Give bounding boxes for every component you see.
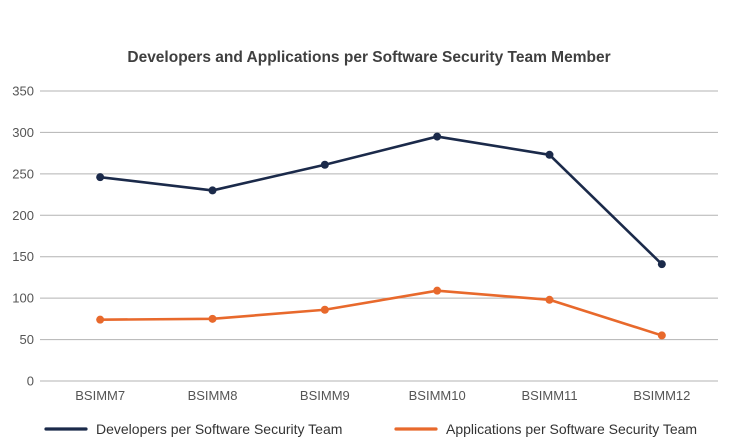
data-point (96, 315, 105, 324)
y-tick-label: 50 (20, 332, 34, 347)
legend: Developers per Software Security Team App… (44, 421, 697, 437)
y-tick-label: 100 (12, 291, 34, 306)
series-line (98, 135, 664, 266)
data-point (545, 150, 554, 159)
legend-label: Developers per Software Security Team (96, 421, 342, 437)
x-tick-label: BSIMM10 (409, 388, 466, 403)
data-point (208, 186, 217, 195)
chart-title: Developers and Applications per Software… (127, 49, 610, 66)
x-tick-label: BSIMM8 (188, 388, 238, 403)
series-1 (96, 132, 666, 269)
data-point (320, 305, 329, 314)
gridlines (40, 90, 718, 382)
data-point (657, 260, 666, 269)
data-point (433, 286, 442, 295)
y-tick-label: 250 (12, 166, 34, 181)
x-tick-label: BSIMM9 (300, 388, 350, 403)
y-tick-label: 350 (12, 84, 34, 99)
x-tick-label: BSIMM12 (633, 388, 690, 403)
series-2 (96, 286, 666, 340)
y-tick-label: 200 (12, 208, 34, 223)
y-tick-label: 150 (12, 249, 34, 264)
data-point (320, 160, 329, 169)
data-point (208, 314, 217, 323)
x-tick-label: BSIMM11 (521, 388, 577, 403)
data-point (657, 331, 666, 340)
x-tick-label: BSIMM7 (75, 388, 125, 403)
y-axis-ticks: 0 50 100 150 200 250 300 350 (12, 84, 34, 389)
data-point (545, 295, 554, 304)
data-point (433, 132, 442, 141)
legend-label: Applications per Software Security Team (446, 421, 697, 437)
y-tick-label: 0 (27, 374, 34, 389)
x-axis-ticks: BSIMM7 BSIMM8 BSIMM9 BSIMM10 BSIMM11 BSIMM12 (75, 388, 690, 403)
series-group (96, 132, 666, 340)
series-line (98, 289, 664, 337)
y-tick-label: 300 (12, 125, 34, 140)
data-point (96, 173, 105, 182)
